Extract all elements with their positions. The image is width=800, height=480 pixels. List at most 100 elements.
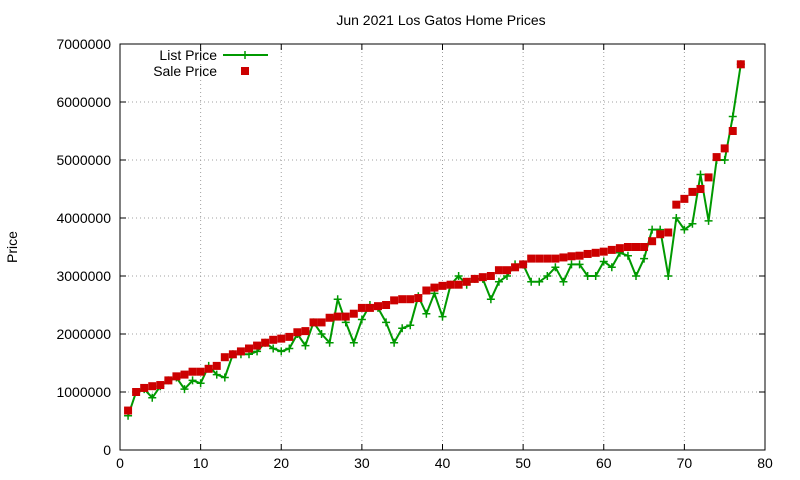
- list-price-point: [390, 338, 399, 347]
- grid-lines: [120, 44, 765, 450]
- sale-price-point: [164, 376, 173, 385]
- list-price-point: [543, 272, 552, 280]
- sale-price-point: [712, 153, 721, 162]
- sale-price-point: [212, 361, 221, 370]
- legend-marker-list-price: [241, 51, 249, 59]
- list-price-point: [640, 254, 649, 263]
- data-series: [124, 60, 745, 420]
- sale-price-point: [607, 245, 616, 254]
- sale-price-point: [688, 187, 697, 196]
- sale-price-point: [591, 248, 600, 257]
- x-tick-label: 30: [354, 455, 370, 471]
- x-tick-label: 80: [757, 455, 773, 471]
- sale-price-point: [454, 280, 463, 289]
- sale-price-point: [470, 274, 479, 283]
- sale-price-point: [503, 266, 511, 275]
- list-price-point: [623, 251, 632, 260]
- sale-price-point: [535, 254, 544, 263]
- list-price-point: [664, 272, 673, 280]
- list-price-point: [599, 257, 608, 266]
- sale-price-point: [696, 185, 705, 193]
- list-price-point: [559, 277, 568, 286]
- sale-price-point: [317, 318, 326, 327]
- x-tick-label: 50: [515, 455, 531, 471]
- sale-price-point: [494, 266, 503, 275]
- sale-price-point: [277, 334, 286, 343]
- list-price-point: [398, 324, 407, 333]
- list-price-point: [357, 315, 366, 324]
- sale-price-point: [196, 367, 205, 376]
- sale-price-point: [704, 173, 713, 182]
- sale-price-point: [245, 344, 253, 353]
- sale-price-point: [527, 254, 536, 263]
- sale-price-point: [349, 309, 358, 318]
- sale-price-point: [486, 272, 495, 280]
- sale-price-point: [293, 328, 302, 337]
- list-price-point: [196, 379, 205, 388]
- list-price-point: [591, 272, 600, 280]
- sale-price-point: [640, 243, 649, 251]
- list-price-point: [438, 312, 447, 321]
- sale-price-point: [599, 247, 608, 256]
- sale-price-point: [615, 244, 624, 253]
- list-price-point: [277, 347, 286, 356]
- list-price-point: [704, 216, 713, 225]
- sale-price-point: [446, 280, 455, 289]
- y-tick-label: 3000000: [56, 268, 111, 284]
- list-price-point: [575, 260, 584, 269]
- list-price-point: [285, 344, 294, 353]
- sale-price-point: [124, 406, 133, 415]
- x-tick-label: 40: [435, 455, 451, 471]
- sale-price-point: [269, 335, 278, 344]
- sale-price-point: [357, 303, 366, 312]
- list-price-point: [406, 321, 415, 330]
- legend-entry-list-price: List Price: [159, 47, 217, 63]
- legend: List Price Sale Price: [153, 47, 268, 79]
- list-price-point: [349, 338, 358, 347]
- list-price-point: [527, 277, 536, 286]
- sale-price-point: [680, 194, 689, 203]
- list-price-point: [728, 112, 737, 121]
- sale-price-point: [285, 332, 294, 341]
- sale-price-point: [172, 372, 181, 381]
- list-price-point: [648, 225, 657, 234]
- x-tick-label: 10: [193, 455, 209, 471]
- sale-price-point: [736, 60, 745, 69]
- sale-price-point: [632, 243, 640, 251]
- y-tick-label: 1000000: [56, 384, 111, 400]
- list-price-point: [551, 263, 560, 272]
- sale-price-point: [430, 283, 439, 292]
- sale-price-point: [422, 286, 431, 295]
- list-price-point: [672, 214, 681, 222]
- list-price-point: [486, 295, 495, 304]
- sale-price-point: [511, 263, 520, 272]
- sale-price-point: [728, 127, 737, 135]
- x-tick-label: 60: [596, 455, 612, 471]
- legend-entry-sale-price: Sale Price: [153, 63, 217, 79]
- list-price-point: [220, 373, 229, 382]
- sale-price-point: [478, 273, 487, 282]
- sale-price-point: [406, 295, 415, 304]
- sale-price-point: [301, 327, 310, 336]
- sale-price-point: [228, 350, 237, 359]
- sale-price-point: [720, 144, 729, 153]
- sale-price-point: [583, 249, 592, 258]
- sale-price-point: [365, 303, 374, 312]
- sale-price-point: [575, 251, 584, 260]
- sale-price-point: [333, 312, 342, 321]
- sale-price-point: [390, 296, 399, 305]
- y-tick-label: 7000000: [56, 36, 111, 52]
- x-tick-label: 0: [116, 455, 124, 471]
- sale-price-point: [220, 353, 229, 362]
- sale-price-point: [204, 364, 213, 373]
- sale-price-point: [551, 254, 560, 263]
- legend-marker-sale-price: [241, 67, 249, 75]
- axis-ticks: 0 10 20 30 40 50 60 70 80 0 1000000 2000000 3000000 4…: [56, 36, 773, 471]
- sale-price-point: [156, 381, 165, 390]
- sale-price-point: [438, 281, 447, 290]
- sale-price-point: [672, 200, 681, 209]
- list-price-point: [567, 260, 576, 269]
- list-price-point: [148, 393, 157, 402]
- list-price-point: [325, 338, 334, 347]
